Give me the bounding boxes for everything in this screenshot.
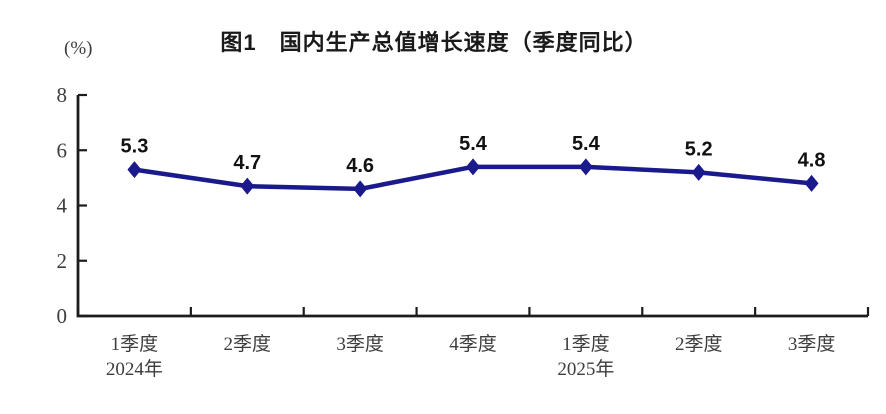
chart-title: 图1 国内生产总值增长速度（季度同比） bbox=[220, 30, 648, 55]
data-point-marker bbox=[353, 180, 368, 198]
y-tick-label: 8 bbox=[57, 83, 68, 107]
x-tick-label: 2季度 bbox=[675, 333, 723, 355]
data-point-marker bbox=[240, 177, 255, 195]
data-point-marker bbox=[578, 158, 593, 176]
y-tick-label: 4 bbox=[57, 194, 68, 218]
y-tick-label: 0 bbox=[57, 304, 68, 328]
x-tick-label: 3季度 bbox=[788, 333, 836, 355]
axis-lines bbox=[76, 95, 868, 318]
data-point-label: 5.4 bbox=[572, 133, 601, 155]
data-point-marker bbox=[691, 163, 706, 181]
x-tick-label: 1季度 bbox=[562, 333, 610, 355]
y-tick-label: 2 bbox=[57, 249, 68, 273]
x-tick-label: 2季度 bbox=[224, 333, 272, 355]
data-point-marker bbox=[466, 158, 480, 176]
data-point-marker bbox=[804, 174, 819, 192]
x-tick-label: 4季度 bbox=[449, 333, 497, 355]
x-tick-year-label: 2024年 bbox=[106, 358, 163, 380]
x-tick-year-label: 2025年 bbox=[557, 358, 614, 380]
data-point-label: 4.6 bbox=[346, 155, 374, 177]
data-point-label: 5.3 bbox=[121, 136, 149, 158]
data-point-marker bbox=[127, 161, 142, 179]
x-tick-label: 3季度 bbox=[336, 333, 384, 355]
data-point-label: 4.7 bbox=[233, 152, 261, 174]
data-point-label: 4.8 bbox=[798, 149, 826, 171]
y-axis-unit-label: (%) bbox=[64, 38, 93, 59]
x-tick-label: 1季度 bbox=[111, 333, 159, 355]
y-tick-label: 6 bbox=[57, 138, 68, 162]
data-point-label: 5.4 bbox=[459, 133, 488, 155]
data-point-label: 5.2 bbox=[685, 138, 713, 160]
